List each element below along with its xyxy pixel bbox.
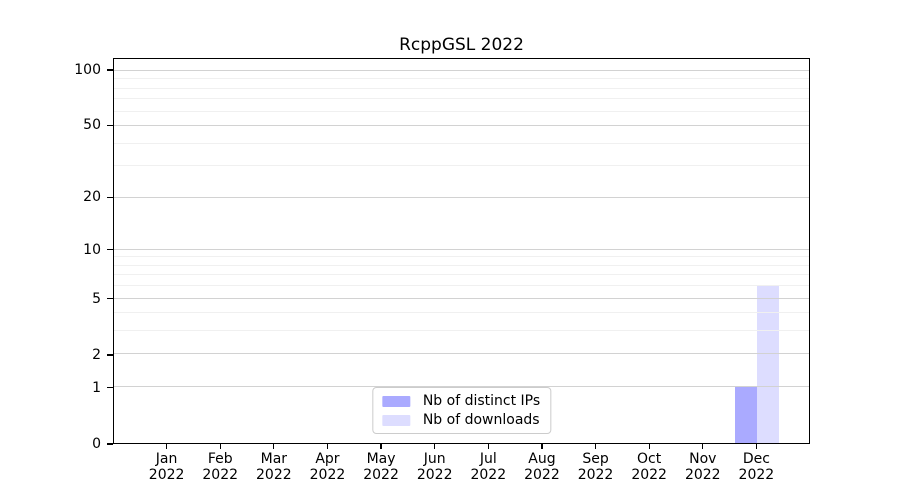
x-tick-label: Feb 2022 [202, 451, 239, 483]
x-tick-label: Nov 2022 [684, 451, 721, 483]
y-tick-label: 2 [92, 346, 101, 363]
x-tick-label: Dec 2022 [738, 451, 775, 483]
y-tick-label: 5 [92, 290, 101, 307]
gridline-minor [114, 110, 809, 112]
bar-distinct-ips [735, 386, 758, 443]
gridline-major [114, 124, 809, 126]
gridline-major [114, 353, 809, 355]
y-tick-mark [106, 248, 113, 251]
y-tick-label: 100 [74, 61, 101, 78]
gridline-minor [114, 285, 809, 287]
y-tick-mark [106, 124, 113, 126]
legend: Nb of distinct IPs Nb of downloads [371, 387, 552, 434]
legend-swatch-distinct-ips [381, 395, 410, 407]
x-tick-mark [434, 444, 436, 449]
y-tick-label: 10 [83, 241, 101, 258]
y-tick-mark [106, 196, 113, 198]
x-tick-label: Sep 2022 [577, 451, 614, 483]
y-tick-label: 0 [92, 436, 101, 452]
gridline-minor [114, 256, 809, 258]
gridline-major [114, 69, 809, 71]
gridline-minor [114, 142, 809, 144]
legend-swatch-downloads [381, 414, 410, 426]
gridline-minor [114, 87, 809, 89]
x-tick-mark [326, 444, 329, 449]
gridline-minor [114, 78, 809, 80]
x-tick-mark [165, 444, 168, 449]
x-tick-label: Jan 2022 [148, 451, 185, 483]
y-tick-mark [106, 298, 113, 300]
legend-label-downloads: Nb of downloads [422, 412, 540, 428]
gridline-major [114, 248, 809, 250]
x-tick-mark [541, 444, 543, 449]
x-tick-mark [702, 444, 704, 449]
gridline-minor [114, 98, 809, 100]
x-tick-label: Apr 2022 [309, 451, 346, 483]
x-tick-mark [594, 444, 597, 449]
gridline-minor [114, 274, 809, 276]
x-tick-label: Mar 2022 [256, 451, 292, 483]
x-tick-mark [755, 444, 758, 449]
y-tick-label: 20 [83, 189, 101, 206]
chart-title: RcppGSL 2022 [399, 35, 524, 55]
x-tick-label: Jul 2022 [470, 451, 507, 483]
x-tick-mark [648, 444, 650, 449]
gridline-minor [114, 312, 809, 314]
bar-downloads [757, 285, 780, 443]
x-tick-mark [380, 444, 382, 449]
gridline-major [114, 196, 809, 198]
gridline-minor [114, 165, 809, 167]
x-tick-label: Aug 2022 [524, 451, 560, 483]
gridline-major [114, 386, 809, 388]
plot-area: Nb of distinct IPs Nb of downloads [113, 58, 810, 444]
y-tick-label: 1 [92, 379, 101, 396]
x-tick-mark [219, 444, 221, 449]
y-tick-mark [106, 387, 113, 389]
legend-item-downloads: Nb of downloads [381, 412, 540, 428]
x-tick-label: May 2022 [363, 451, 399, 483]
gridline-minor [114, 264, 809, 266]
x-tick-mark [273, 444, 275, 449]
y-tick-mark [106, 69, 113, 71]
legend-item-distinct-ips: Nb of distinct IPs [381, 393, 541, 409]
x-tick-label: Oct 2022 [631, 451, 667, 483]
x-tick-mark [487, 444, 489, 449]
gridline-major [114, 297, 809, 299]
gridline-minor [114, 330, 809, 332]
y-tick-label: 50 [83, 117, 101, 134]
y-tick-mark [106, 443, 113, 445]
legend-label-distinct-ips: Nb of distinct IPs [422, 393, 541, 409]
x-tick-label: Jun 2022 [416, 451, 453, 483]
y-tick-mark [106, 354, 113, 356]
